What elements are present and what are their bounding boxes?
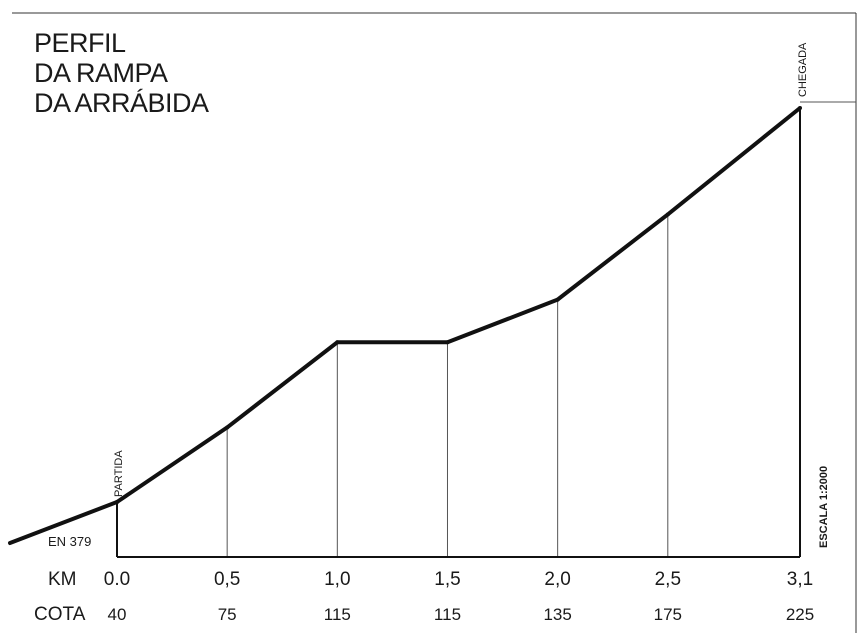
cota-label-6: 225 [786, 605, 814, 624]
profile-point-5 [665, 212, 670, 217]
profile-points [115, 105, 802, 504]
profile-point-6 [798, 105, 802, 110]
cota-label-1: 75 [218, 605, 237, 624]
title-line-2: DA RAMPA [34, 58, 168, 88]
start-label: PARTIDA [113, 450, 125, 497]
km-tick-label-0: 0.0 [104, 569, 130, 590]
cota-label-4: 135 [543, 605, 571, 624]
km-tick-label-3: 1,5 [434, 569, 460, 590]
profile-point-0 [115, 500, 119, 504]
profile-point-3 [445, 340, 450, 345]
profile-series-line [115, 106, 802, 504]
cota-row-label: COTA [34, 604, 86, 625]
km-tick-labels: 0.0 0,5 1,0 1,5 2,0 2,5 3,1 [104, 569, 813, 590]
cota-label-5: 175 [654, 605, 682, 624]
road-label: EN 379 [48, 534, 91, 549]
cota-label-2: 115 [324, 605, 351, 624]
vertical-reference-lines [116, 107, 801, 557]
km-tick-label-4: 2,0 [544, 569, 570, 590]
profile-point-4 [555, 297, 560, 302]
scale-label: ESCALA 1:2000 [818, 466, 830, 548]
chart-title: PERFIL DA RAMPA DA ARRÁBIDA [34, 28, 210, 118]
chart-frame [12, 12, 857, 633]
profile-point-2 [335, 340, 340, 345]
km-tick-label-6: 3,1 [787, 569, 813, 590]
km-tick-label-1: 0,5 [214, 569, 240, 590]
profile-point-1 [225, 425, 230, 430]
cota-label-3: 115 [434, 605, 461, 624]
km-row-label: KM [48, 569, 77, 590]
cota-value-labels: 40 75 115 115 135 175 225 [108, 605, 815, 624]
approach-road-line [8, 500, 119, 545]
km-tick-label-5: 2,5 [655, 569, 681, 590]
title-line-1: PERFIL [34, 28, 126, 58]
km-tick-label-2: 1,0 [324, 569, 350, 590]
finish-label: CHEGADA [797, 42, 809, 97]
cota-label-0: 40 [108, 605, 127, 624]
title-line-3: DA ARRÁBIDA [34, 88, 209, 118]
